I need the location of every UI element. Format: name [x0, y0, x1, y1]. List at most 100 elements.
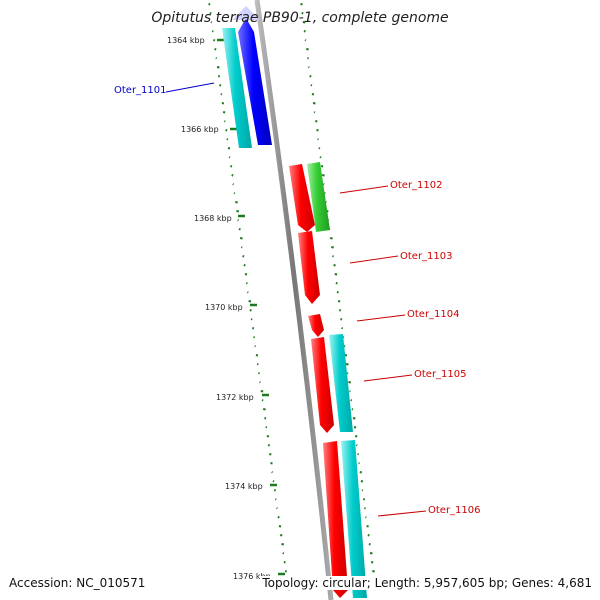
gc-skew-mark: [251, 327, 255, 330]
gc-skew-mark: [345, 363, 349, 366]
gc-skew-mark: [304, 39, 307, 42]
gc-skew-mark: [320, 165, 324, 168]
gc-skew-mark: [267, 444, 270, 447]
gc-skew-mark: [352, 417, 356, 420]
tick-label: 1370 kbp: [205, 303, 243, 312]
gc-skew-mark: [253, 336, 256, 339]
gc-skew-mark: [333, 264, 336, 267]
gc-skew-mark: [264, 417, 267, 420]
scale-labels: 1364 kbp 1366 kbp 1368 kbp 1370 kbp 1372…: [167, 36, 271, 581]
gc-skew-mark: [303, 30, 306, 33]
gc-skew-mark: [331, 246, 334, 249]
gc-skew-mark: [341, 327, 344, 330]
gc-skew-mark: [363, 507, 366, 510]
gene-label-oter-1101[interactable]: Oter_1101: [114, 85, 167, 96]
gc-skew-mark: [237, 219, 240, 222]
gc-skew-mark: [372, 570, 375, 573]
gc-skew-mark: [214, 48, 217, 51]
gc-skew-mark: [216, 66, 220, 69]
gc-skew-mark: [209, 12, 212, 15]
gc-skew-mark: [348, 390, 351, 393]
scale-ticks: [217, 38, 285, 576]
gc-skew-mark: [257, 372, 260, 375]
gc-skew-mark: [284, 570, 287, 573]
gc-skew-mark: [281, 543, 285, 546]
gc-skew-mark: [254, 345, 257, 348]
gc-skew-mark: [236, 210, 240, 213]
gene-label-oter-1104[interactable]: Oter_1104: [407, 309, 460, 320]
tick-label: 1372 kbp: [216, 393, 254, 402]
gc-skew-mark: [332, 255, 335, 258]
gc-skew-mark: [243, 264, 246, 267]
gc-skew-mark: [360, 480, 364, 483]
gene-arrow-red: [323, 441, 348, 598]
gc-skew-mark: [369, 552, 373, 555]
gene-blocks: [222, 6, 367, 598]
gc-skew-mark: [364, 516, 367, 519]
accession-text: Accession: NC_010571: [7, 576, 148, 590]
cds-block-cyan: [222, 28, 252, 148]
gc-skew-mark: [317, 138, 319, 141]
gc-skew-mark: [279, 534, 283, 537]
gc-skew-mark: [242, 255, 245, 258]
gc-skew-mark: [221, 102, 225, 105]
gc-skew-mark: [219, 84, 222, 87]
gc-skew-mark: [270, 462, 273, 465]
gc-skew-mark: [354, 435, 358, 438]
gc-skew-mark: [261, 399, 264, 402]
gc-skew-mark: [344, 354, 348, 357]
gc-skew-mark: [259, 381, 261, 384]
gc-skew-mark: [353, 426, 357, 429]
cds-block-cyan: [341, 440, 367, 598]
gc-skew-mark: [335, 282, 338, 285]
gene-arrow-red: [311, 337, 334, 433]
gc-skew-mark: [318, 147, 321, 150]
genome-backbone: [254, 0, 334, 600]
gene-label-oter-1102[interactable]: Oter_1102: [390, 180, 443, 191]
gene-arrow-red: [289, 164, 315, 232]
gc-skew-mark: [302, 21, 306, 24]
gc-skew-mark: [329, 237, 333, 240]
gc-skew-mark: [306, 57, 309, 60]
tick-label: 1364 kbp: [167, 36, 205, 45]
gc-skew-mark: [232, 183, 235, 186]
gc-skew-mark: [217, 75, 221, 78]
gene-label-oter-1105[interactable]: Oter_1105: [414, 369, 467, 380]
gc-skew-mark: [274, 498, 277, 501]
gc-skew-mark: [358, 462, 360, 465]
gc-skew-mark: [336, 291, 339, 294]
gc-skew-mark: [319, 156, 322, 159]
gc-skew-mark: [231, 174, 234, 177]
gc-skew-mark: [208, 3, 211, 6]
gc-skew-mark: [225, 129, 228, 132]
gc-skew-mark: [278, 525, 282, 528]
tick-label: 1374 kbp: [225, 482, 263, 491]
gc-skew-mark: [265, 426, 268, 429]
gc-skew-mark: [210, 21, 213, 24]
gc-skew-mark: [315, 120, 318, 123]
gc-skew-mark: [271, 471, 274, 474]
gene-label-oter-1103[interactable]: Oter_1103: [400, 251, 453, 262]
gene-arrow-blue-tip: [232, 6, 260, 20]
gc-skew-mark: [313, 111, 316, 114]
gc-skew-mark: [348, 381, 351, 384]
gc-skew-mark: [260, 390, 264, 393]
gene-arrow-red: [308, 314, 324, 337]
gc-skew-mark: [368, 543, 371, 546]
gc-skew-mark: [222, 111, 226, 114]
gc-skew-mark: [213, 39, 216, 42]
gc-skew-mark: [266, 435, 270, 438]
gc-skew-mark: [338, 309, 342, 312]
cds-block-cyan: [329, 334, 353, 432]
gc-skew-mark: [350, 399, 353, 402]
gc-skew-mark: [238, 228, 241, 231]
topology-text: Topology: circular; Length: 5,957,605 bp…: [260, 576, 594, 590]
gc-skew-mark: [240, 246, 243, 249]
gene-labels: Oter_1101 Oter_1102 Oter_1103 Oter_1104 …: [114, 85, 481, 516]
gc-skew-mark: [256, 363, 259, 366]
gene-label-oter-1106[interactable]: Oter_1106: [428, 505, 481, 516]
gc-skew-mark: [362, 498, 366, 501]
gc-skew-mark: [220, 93, 223, 96]
gc-skew-mark: [316, 129, 319, 132]
